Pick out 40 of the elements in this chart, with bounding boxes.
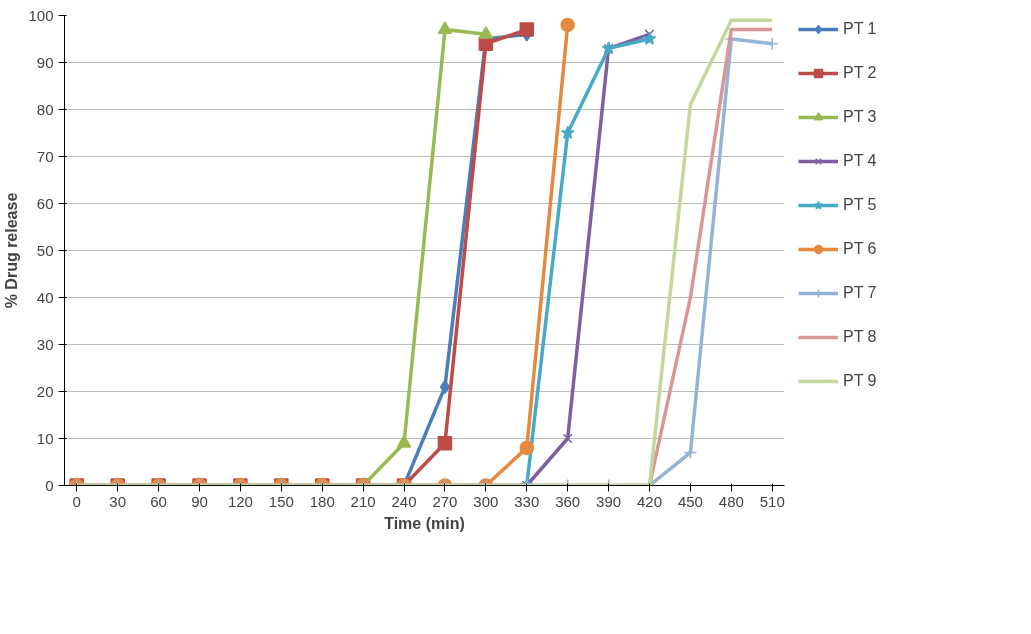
y-tick-label: 40 [36,288,54,306]
y-tick-label: 60 [36,194,54,212]
x-tick-label: 300 [473,492,499,510]
x-tick-label: 330 [514,492,540,510]
x-tick-label: 480 [718,492,744,510]
x-tick-label: 180 [309,492,335,510]
y-tick-label: 70 [36,147,54,165]
legend-label: PT 3 [843,108,877,126]
x-tick-label: 90 [191,492,208,510]
legend-label: PT 2 [843,64,877,82]
y-tick-label: 30 [36,335,54,353]
y-tick-label: 100 [28,6,54,24]
x-tick-label: 210 [350,492,376,510]
x-tick-label: 120 [227,492,253,510]
x-tick-label: 450 [677,492,703,510]
legend-label: PT 9 [843,372,877,390]
x-axis-title: Time (min) [384,514,465,532]
y-tick-label: 90 [36,53,54,71]
x-tick-label: 60 [150,492,167,510]
legend-label: PT 6 [843,240,877,258]
x-tick-label: 270 [432,492,458,510]
x-tick-label: 0 [72,492,81,510]
legend-label: PT 5 [843,196,877,214]
legend-label: PT 4 [843,152,877,170]
x-tick-label: 510 [759,492,785,510]
y-axis-title: % Drug release [3,192,21,309]
x-tick-label: 390 [596,492,622,510]
y-tick-label: 0 [45,476,54,494]
legend-label: PT 8 [843,328,877,346]
x-tick-label: 150 [268,492,294,510]
x-tick-label: 240 [391,492,417,510]
y-tick-label: 10 [36,429,54,447]
x-tick-label: 360 [555,492,581,510]
y-tick-label: 80 [36,100,54,118]
x-tick-label: 30 [109,492,127,510]
legend-label: PT 7 [843,284,877,302]
y-tick-label: 20 [36,382,54,400]
y-tick-label: 50 [36,241,54,259]
x-tick-label: 420 [636,492,663,510]
legend-label: PT 1 [843,20,877,38]
